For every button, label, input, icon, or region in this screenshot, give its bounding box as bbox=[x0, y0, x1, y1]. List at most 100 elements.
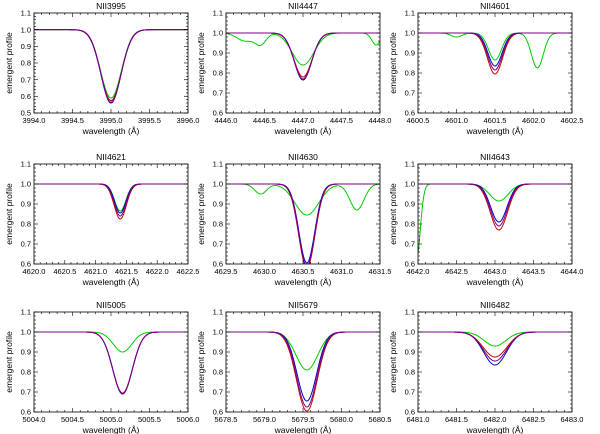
y-tick-label: 0.7 bbox=[21, 388, 31, 397]
profile-curves bbox=[418, 331, 572, 366]
profile-curves bbox=[418, 183, 572, 255]
y-tick-label: 0.7 bbox=[213, 388, 223, 397]
y-tick-label: 1.0 bbox=[405, 180, 415, 189]
x-tick-label: 4621.5 bbox=[115, 267, 138, 276]
x-tick-label: 5679.5 bbox=[292, 415, 315, 424]
y-tick-label: 0.9 bbox=[21, 200, 31, 209]
x-tick-label: 5680.5 bbox=[369, 415, 392, 424]
profile-line bbox=[34, 183, 188, 214]
profile-line bbox=[226, 331, 380, 402]
profile-line bbox=[226, 331, 380, 412]
y-tick-label: 0.7 bbox=[405, 89, 415, 98]
y-tick-label: 0.9 bbox=[21, 42, 31, 51]
profile-line bbox=[226, 331, 380, 371]
y-tick-label: 0.8 bbox=[405, 69, 415, 78]
x-tick-label: 4631.5 bbox=[369, 267, 392, 276]
y-tick-label: 0.6 bbox=[213, 408, 223, 417]
panel-nii5679: NII5679 5678.5 5679.0 5679.5 5680.0 5680.5 0.6… bbox=[196, 300, 391, 434]
x-tick-label: 4446.5 bbox=[253, 116, 276, 125]
y-tick-label: 1.0 bbox=[405, 328, 415, 337]
y-tick-label: 0.9 bbox=[213, 348, 223, 357]
y-tick-label: 1.1 bbox=[21, 308, 31, 317]
profile-line bbox=[34, 183, 188, 220]
panel-title: NII4447 bbox=[288, 1, 318, 11]
panel-title: NII5679 bbox=[288, 300, 318, 310]
y-tick-label: 1.1 bbox=[213, 9, 223, 18]
y-axis-label: emergent profile bbox=[388, 331, 398, 393]
panel-title: NII4630 bbox=[288, 152, 318, 162]
panel-nii6482: NII6482 6481.0 6481.5 6482.0 6482.5 6483.0 0.6… bbox=[388, 300, 583, 434]
y-tick-label: 0.7 bbox=[213, 89, 223, 98]
panel-nii5005: NII5005 5004.0 5004.5 5005.0 5005.5 5006.0 0.6… bbox=[4, 300, 199, 434]
x-axis-label: wavelength (Å) bbox=[466, 277, 524, 287]
profile-line bbox=[418, 183, 572, 231]
y-axis-label: emergent profile bbox=[388, 32, 398, 94]
y-tick-label: 1.0 bbox=[213, 328, 223, 337]
y-tick-label: 1.1 bbox=[213, 160, 223, 169]
x-tick-label: 4601.5 bbox=[484, 116, 507, 125]
y-tick-label: 0.6 bbox=[21, 260, 31, 269]
panel-title: NII4601 bbox=[480, 1, 510, 11]
y-tick-label: 0.8 bbox=[213, 69, 223, 78]
y-tick-label: 0.9 bbox=[405, 200, 415, 209]
profile-curves bbox=[34, 29, 188, 104]
y-tick-label: 0.8 bbox=[21, 59, 31, 68]
x-tick-label: 4600.5 bbox=[407, 116, 430, 125]
profile-line bbox=[418, 183, 572, 223]
panel-nii4621: NII4621 4620.0 4620.5 4621.0 4621.5 4622.0 462… bbox=[4, 152, 199, 287]
x-tick-label: 4630.0 bbox=[253, 267, 276, 276]
x-tick-label: 4621.0 bbox=[84, 267, 107, 276]
x-tick-label: 4631.0 bbox=[330, 267, 353, 276]
y-axis-label: emergent profile bbox=[4, 32, 14, 94]
x-tick-label: 5005.5 bbox=[138, 415, 161, 424]
y-tick-label: 0.7 bbox=[21, 75, 31, 84]
plot-frame bbox=[417, 163, 573, 265]
y-axis-label: emergent profile bbox=[196, 32, 206, 94]
x-tick-label: 3995.5 bbox=[138, 116, 161, 125]
profile-line bbox=[418, 331, 572, 362]
x-tick-label: 6481.0 bbox=[407, 415, 430, 424]
y-tick-label: 0.5 bbox=[21, 109, 31, 118]
y-tick-label: 0.6 bbox=[405, 408, 415, 417]
x-tick-label: 4630.5 bbox=[292, 267, 315, 276]
y-tick-label: 0.8 bbox=[21, 368, 31, 377]
profile-line bbox=[418, 32, 572, 71]
x-axis-label: wavelength (Å) bbox=[82, 277, 140, 287]
profile-line bbox=[34, 331, 188, 395]
panel-title: NII4643 bbox=[480, 152, 510, 162]
profile-line bbox=[226, 183, 380, 216]
y-tick-label: 1.0 bbox=[213, 180, 223, 189]
y-tick-label: 0.9 bbox=[213, 49, 223, 58]
profile-line bbox=[226, 331, 380, 408]
panel-title: NII4621 bbox=[96, 152, 126, 162]
x-tick-label: 4620.5 bbox=[53, 267, 76, 276]
x-tick-label: 4644.0 bbox=[561, 267, 584, 276]
panel-nii3995: NII3995 3994.0 3994.5 3995.0 3995.5 3996.0 0.5… bbox=[4, 1, 199, 136]
y-tick-label: 1.0 bbox=[405, 29, 415, 38]
profile-curves bbox=[226, 183, 380, 264]
y-tick-label: 0.6 bbox=[213, 260, 223, 269]
plot-frame bbox=[33, 163, 189, 265]
y-tick-label: 0.8 bbox=[213, 368, 223, 377]
x-tick-label: 4446.0 bbox=[215, 116, 238, 125]
profile-line bbox=[226, 32, 380, 80]
y-axis-label: emergent profile bbox=[196, 183, 206, 245]
profile-line bbox=[226, 32, 380, 81]
profile-line bbox=[418, 183, 572, 227]
x-tick-label: 4643.5 bbox=[522, 267, 545, 276]
profile-line bbox=[226, 32, 380, 78]
x-axis-label: wavelength (Å) bbox=[82, 126, 140, 136]
y-tick-label: 0.7 bbox=[213, 240, 223, 249]
y-tick-label: 0.7 bbox=[405, 388, 415, 397]
x-tick-label: 4620.0 bbox=[23, 267, 46, 276]
y-tick-label: 0.6 bbox=[213, 109, 223, 118]
x-axis-label: wavelength (Å) bbox=[466, 126, 524, 136]
x-axis-label: wavelength (Å) bbox=[274, 126, 332, 136]
profile-line bbox=[418, 331, 572, 347]
profile-line bbox=[418, 32, 572, 69]
y-tick-label: 0.9 bbox=[405, 348, 415, 357]
panel-title: NII5005 bbox=[96, 300, 126, 310]
y-tick-label: 0.6 bbox=[21, 92, 31, 101]
x-tick-label: 4447.5 bbox=[330, 116, 353, 125]
x-axis-label: wavelength (Å) bbox=[82, 425, 140, 434]
